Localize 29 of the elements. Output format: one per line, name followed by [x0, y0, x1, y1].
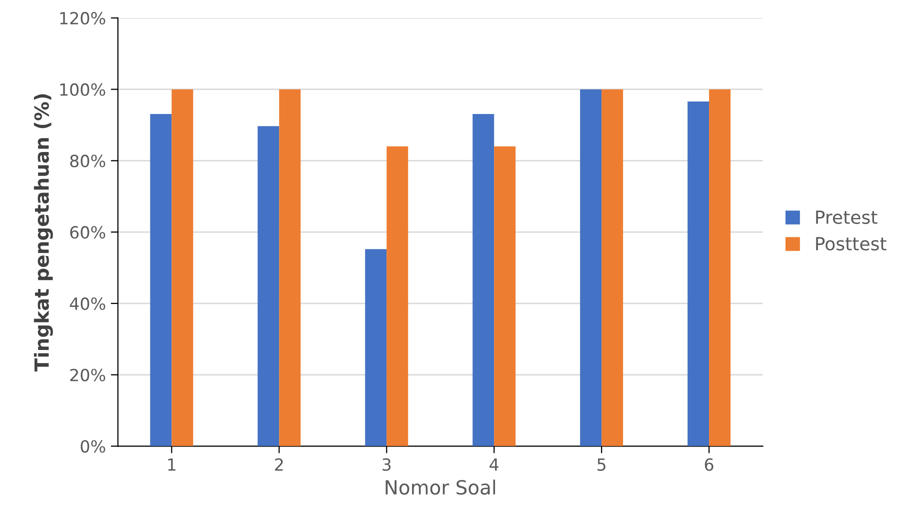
bar — [172, 89, 194, 446]
legend-label: Posttest — [816, 237, 886, 251]
bar — [150, 114, 172, 446]
x-tick-label: 6 — [704, 458, 714, 471]
y-tick-label: 40% — [70, 297, 106, 310]
y-tick-label: 100% — [60, 83, 106, 96]
bar — [709, 89, 731, 446]
x-tick-label: 5 — [598, 458, 606, 471]
y-tick-label: 60% — [70, 226, 106, 239]
x-axis-title: Nomor Soal — [386, 480, 496, 495]
y-tick-label: 80% — [70, 154, 106, 168]
x-tick-label: 4 — [490, 458, 498, 471]
bar — [602, 89, 624, 446]
y-tick-label: 120% — [60, 12, 106, 25]
bar — [258, 126, 280, 446]
y-axis-title: Tingkat pengetahuan (%) — [34, 94, 53, 372]
x-tick-label: 2 — [275, 458, 283, 471]
y-tick-label: 20% — [70, 368, 106, 382]
bar — [386, 146, 408, 446]
bar — [279, 89, 301, 446]
bar — [688, 101, 710, 446]
y-tick-label: 0% — [80, 440, 106, 453]
bar — [365, 249, 387, 446]
bar — [494, 146, 516, 446]
x-tick-label: 3 — [382, 458, 391, 471]
legend-label: Pretest — [816, 210, 878, 224]
bar — [580, 89, 602, 446]
bar — [472, 114, 494, 446]
x-tick-label: 1 — [168, 458, 176, 471]
